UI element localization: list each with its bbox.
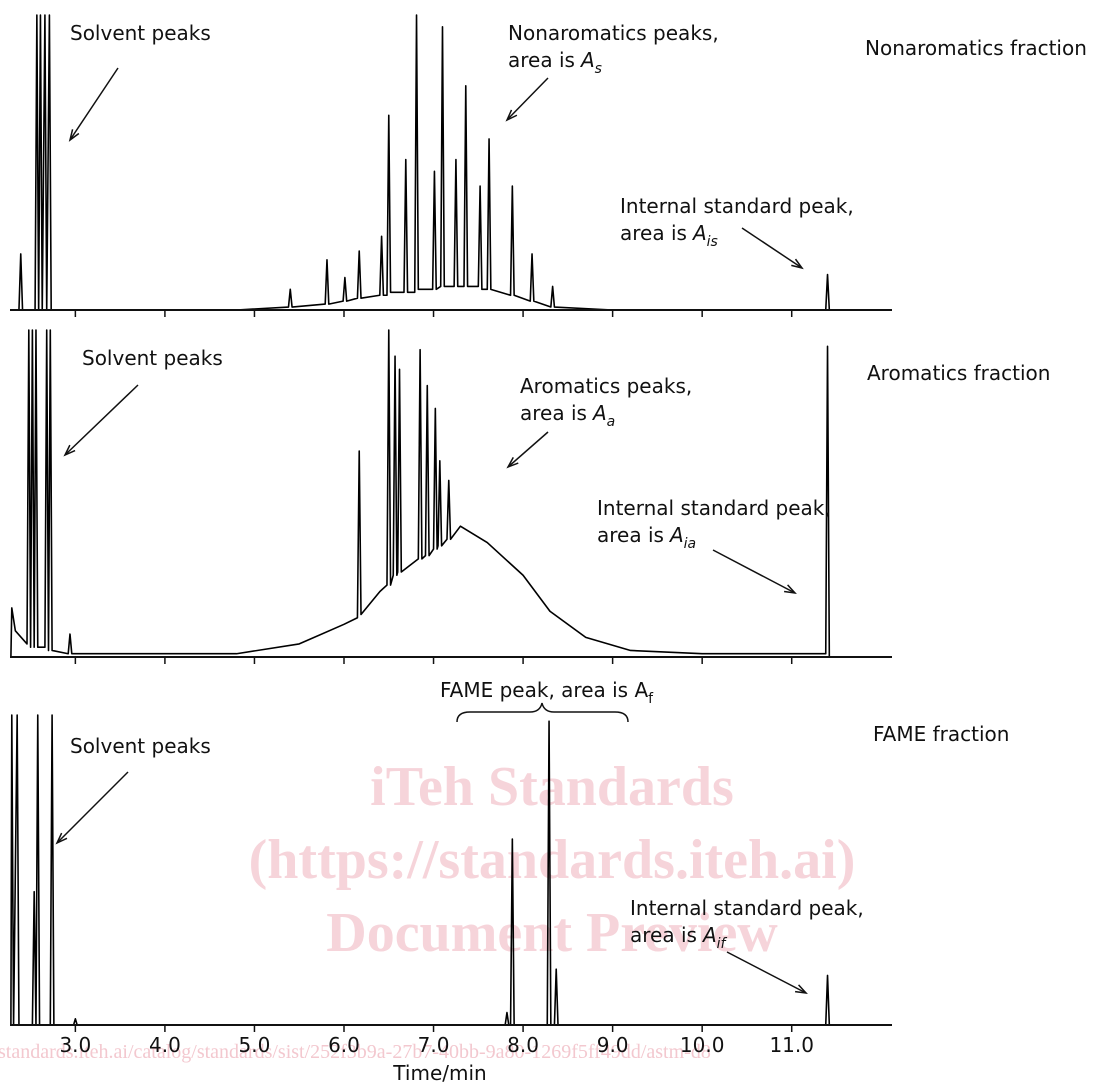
watermark-line: (https://standards.iteh.ai) xyxy=(249,829,856,891)
arrow-head xyxy=(791,258,804,270)
arrow-head xyxy=(63,444,76,457)
arrow-head xyxy=(794,984,808,995)
annotation-text: area is Aa xyxy=(520,401,615,430)
arrow-head xyxy=(505,109,518,122)
annotation-line: area is xyxy=(620,221,687,245)
annotation-symbol: A xyxy=(701,923,717,947)
x-tick-label: 8.0 xyxy=(507,1033,539,1057)
annotation-line: Solvent peaks xyxy=(82,346,223,370)
annotation-arrow xyxy=(506,77,549,121)
trace xyxy=(10,329,892,658)
annotation-arrow xyxy=(741,227,803,269)
annotation-line: Nonaromatics peaks, xyxy=(508,21,719,45)
annotation-text: Nonaromatics peaks, xyxy=(508,21,719,45)
annotation-line: Aromatics peaks, xyxy=(520,374,692,398)
annotation-text: area is Ais xyxy=(620,221,718,250)
annotation-line: Solvent peaks xyxy=(70,734,211,758)
annotation-text: Internal standard peak, xyxy=(630,896,864,920)
x-tick-label: 7.0 xyxy=(418,1033,450,1057)
annotation-line: Internal standard peak, xyxy=(630,896,864,920)
trace xyxy=(10,14,892,311)
annotation-text: Solvent peaks xyxy=(70,21,211,45)
annotation-line: Solvent peaks xyxy=(70,21,211,45)
bracket-label: FAME peak, area is Af xyxy=(440,678,654,707)
annotation-symbol: A xyxy=(668,523,684,547)
bracket-label-subscript: f xyxy=(648,691,654,707)
arrow-head xyxy=(68,129,80,142)
annotation-text: area is Aif xyxy=(630,923,728,952)
x-axis-label: Time/min xyxy=(392,1061,486,1085)
annotation-arrow xyxy=(56,771,129,844)
arrow-head xyxy=(783,584,797,595)
annotation-line: area is xyxy=(630,923,697,947)
watermark-url: standards.iteh.ai/catalog/standards/sist… xyxy=(0,1041,711,1063)
annotation-text: area is As xyxy=(508,48,602,77)
x-tick-label: 3.0 xyxy=(59,1033,91,1057)
annotation-arrow xyxy=(726,951,807,994)
annotation-subscript: s xyxy=(595,61,602,77)
bracket-label-text: FAME peak, area is A xyxy=(440,678,648,702)
annotation-symbol: A xyxy=(579,48,595,72)
annotation-line: Internal standard peak, xyxy=(597,496,831,520)
annotation-subscript: is xyxy=(707,234,718,250)
annotation-arrow xyxy=(69,67,119,141)
annotation-arrow xyxy=(712,549,796,594)
x-tick-label: 5.0 xyxy=(239,1033,271,1057)
annotation-subscript: a xyxy=(607,414,616,430)
annotation-line: Internal standard peak, xyxy=(620,194,854,218)
annotation-symbol: A xyxy=(691,221,707,245)
annotation-text: area is Aia xyxy=(597,523,696,552)
annotation-line: area is xyxy=(508,48,575,72)
annotation-subscript: if xyxy=(717,936,728,952)
annotation-text: Internal standard peak, xyxy=(597,496,831,520)
annotation-text: Solvent peaks xyxy=(82,346,223,370)
annotation-symbol: A xyxy=(591,401,607,425)
annotation-line: area is xyxy=(597,523,664,547)
annotation-arrow xyxy=(507,431,549,468)
annotation-text: Solvent peaks xyxy=(70,734,211,758)
panel-title: Nonaromatics fraction xyxy=(865,36,1087,60)
annotation-arrow xyxy=(64,384,139,456)
arrow-head xyxy=(55,832,68,845)
x-tick-label: 10.0 xyxy=(680,1033,725,1057)
watermark-line: Document Preview xyxy=(326,902,778,964)
annotation-text: Aromatics peaks, xyxy=(520,374,692,398)
fame-bracket xyxy=(456,702,629,723)
x-tick-label: 4.0 xyxy=(149,1033,181,1057)
watermark-line: iTeh Standards xyxy=(370,756,734,818)
arrow-head xyxy=(506,456,519,469)
x-tick-label: 6.0 xyxy=(328,1033,360,1057)
annotation-line: area is xyxy=(520,401,587,425)
watermark: iTeh Standards (https://standards.iteh.a… xyxy=(0,756,855,1063)
annotation-text: Internal standard peak, xyxy=(620,194,854,218)
x-tick-label: 9.0 xyxy=(597,1033,629,1057)
x-tick-label: 11.0 xyxy=(769,1033,814,1057)
panel-title: Aromatics fraction xyxy=(867,361,1050,385)
panel-title: FAME fraction xyxy=(873,722,1009,746)
annotation-subscript: ia xyxy=(684,536,696,552)
